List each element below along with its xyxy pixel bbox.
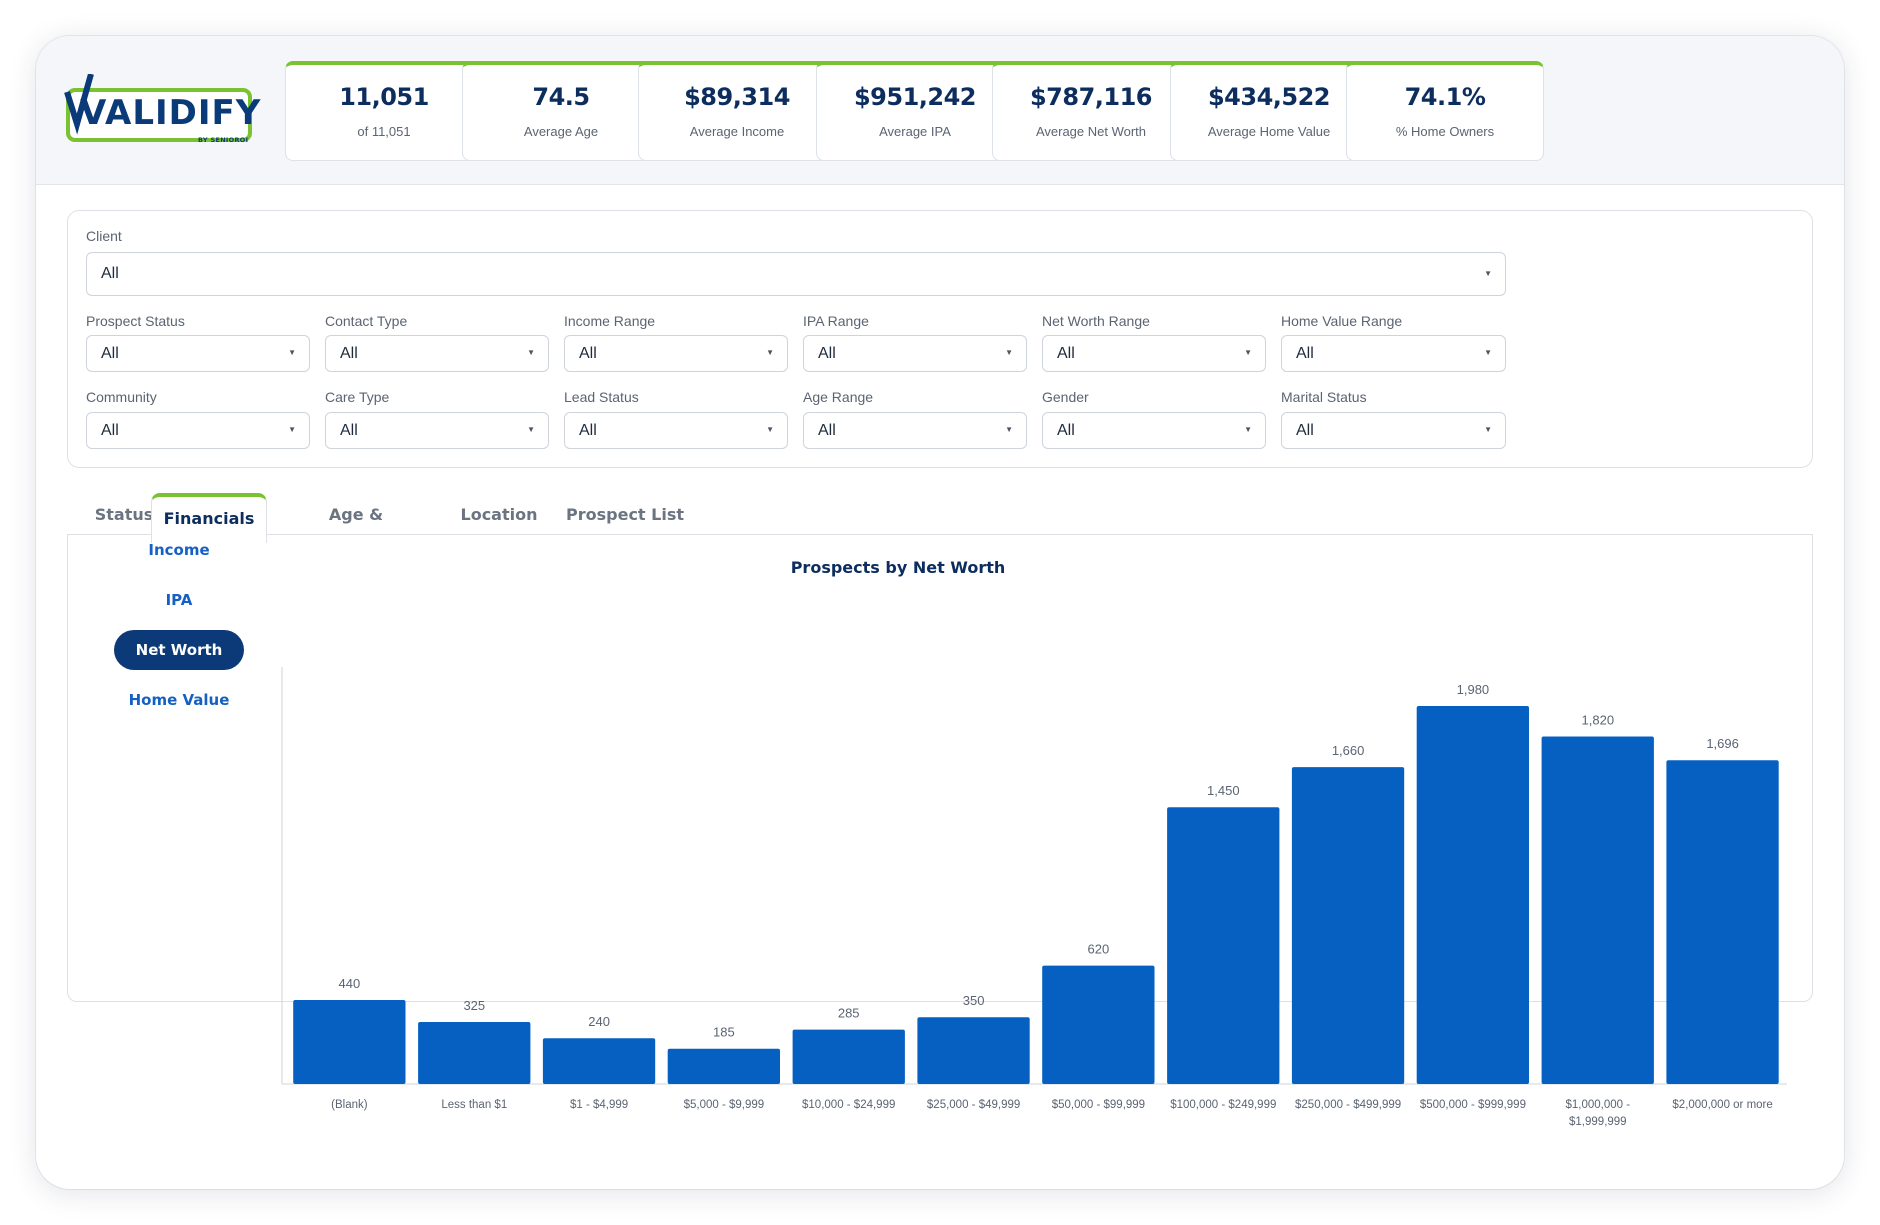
chevron-down-icon: ▼ — [1484, 425, 1492, 434]
select-value: All — [1057, 345, 1075, 362]
home-value-range-label: Home Value Range — [1281, 313, 1403, 329]
kpi-average-home-value: $434,522 Average Home Value — [1170, 61, 1368, 161]
prospect-status-label: Prospect Status — [86, 313, 185, 329]
select-value: All — [340, 345, 358, 362]
kpi-value: 74.1% — [1404, 83, 1486, 111]
community-select[interactable]: All ▼ — [86, 412, 310, 449]
ipa-range-label: IPA Range — [803, 313, 869, 329]
logo-frame — [66, 88, 252, 142]
kpi-value: 74.5 — [532, 83, 590, 111]
sidebar-item-ipa[interactable]: IPA — [165, 591, 193, 609]
header-bar: VALIDIFY BY SENIOROI 11,051 of 11,051 74… — [36, 36, 1844, 185]
financials-panel — [67, 534, 1813, 1002]
kpi-prospect-count: 11,051 of 11,051 — [285, 61, 483, 161]
chevron-down-icon: ▼ — [288, 348, 296, 357]
ipa-range-select[interactable]: All ▼ — [803, 335, 1027, 372]
logo-wordmark: VALIDIFY — [80, 93, 262, 133]
tab-status[interactable]: Status — [94, 505, 154, 524]
chevron-down-icon: ▼ — [1005, 425, 1013, 434]
tab-financials[interactable]: Financials — [151, 493, 267, 543]
select-value: All — [101, 265, 119, 282]
chevron-down-icon: ▼ — [1484, 348, 1492, 357]
kpi-label: Average IPA — [879, 124, 951, 139]
lead-status-select[interactable]: All ▼ — [564, 412, 788, 449]
chevron-down-icon: ▼ — [766, 425, 774, 434]
select-value: All — [818, 345, 836, 362]
care-type-label: Care Type — [325, 389, 390, 405]
tab-age-ownership[interactable]: Age & Ownership — [308, 505, 404, 568]
client-label: Client — [86, 228, 122, 244]
chevron-down-icon: ▼ — [527, 425, 535, 434]
client-select[interactable]: All ▼ — [86, 252, 1506, 296]
kpi-label: of 11,051 — [357, 124, 411, 139]
logo-check-icon — [64, 74, 94, 135]
kpi-value: $951,242 — [853, 83, 977, 111]
chevron-down-icon: ▼ — [1244, 348, 1252, 357]
select-value: All — [101, 345, 119, 362]
age-range-select[interactable]: All ▼ — [803, 412, 1027, 449]
kpi-label: Average Home Value — [1207, 124, 1331, 139]
tab-location[interactable]: Location — [460, 505, 538, 524]
income-range-select[interactable]: All ▼ — [564, 335, 788, 372]
prospect-status-select[interactable]: All ▼ — [86, 335, 310, 372]
net-worth-range-select[interactable]: All ▼ — [1042, 335, 1266, 372]
select-value: All — [579, 422, 597, 439]
chevron-down-icon: ▼ — [1005, 348, 1013, 357]
chevron-down-icon: ▼ — [288, 425, 296, 434]
marital-status-label: Marital Status — [1281, 389, 1367, 405]
income-range-label: Income Range — [564, 313, 656, 329]
gender-select[interactable]: All ▼ — [1042, 412, 1266, 449]
gender-label: Gender — [1042, 389, 1089, 405]
kpi-label: Average Income — [689, 124, 785, 139]
care-type-select[interactable]: All ▼ — [325, 412, 549, 449]
kpi-average-income: $89,314 Average Income — [638, 61, 836, 161]
select-value: All — [579, 345, 597, 362]
kpi-value: $434,522 — [1207, 83, 1331, 111]
kpi-average-age: 74.5 Average Age — [462, 61, 660, 161]
tab-prospect-list[interactable]: Prospect List — [566, 505, 684, 524]
community-label: Community — [86, 389, 157, 405]
kpi-label: Average Net Worth — [1035, 124, 1147, 139]
select-value: All — [101, 422, 119, 439]
kpi-home-owners: 74.1% % Home Owners — [1346, 61, 1544, 161]
chart-title: Prospects by Net Worth — [790, 558, 1006, 577]
lead-status-label: Lead Status — [564, 389, 639, 405]
select-value: All — [818, 422, 836, 439]
logo-tagline: BY SENIOROI — [198, 136, 249, 144]
kpi-label: % Home Owners — [1395, 124, 1495, 139]
sidebar-item-net-worth[interactable]: Net Worth — [114, 630, 244, 670]
kpi-average-ipa: $951,242 Average IPA — [816, 61, 1014, 161]
kpi-label: Average Age — [523, 124, 599, 139]
chevron-down-icon: ▼ — [527, 348, 535, 357]
kpi-value: $787,116 — [1029, 83, 1153, 111]
contact-type-select[interactable]: All ▼ — [325, 335, 549, 372]
select-value: All — [1057, 422, 1075, 439]
select-value: All — [1296, 422, 1314, 439]
kpi-value: $89,314 — [684, 83, 790, 111]
sidebar-item-income[interactable]: Income — [148, 541, 210, 559]
select-value: All — [1296, 345, 1314, 362]
validify-logo[interactable]: VALIDIFY BY SENIOROI — [64, 74, 260, 148]
filter-panel: Client All ▼ Prospect Status All ▼ Conta… — [67, 210, 1813, 468]
net-worth-range-label: Net Worth Range — [1042, 313, 1150, 329]
dashboard-card: VALIDIFY BY SENIOROI 11,051 of 11,051 74… — [36, 36, 1844, 1189]
home-value-range-select[interactable]: All ▼ — [1281, 335, 1506, 372]
marital-status-select[interactable]: All ▼ — [1281, 412, 1506, 449]
kpi-value: 11,051 — [339, 83, 429, 111]
sidebar-item-home-value[interactable]: Home Value — [128, 691, 230, 709]
select-value: All — [340, 422, 358, 439]
chevron-down-icon: ▼ — [1484, 269, 1492, 278]
contact-type-label: Contact Type — [325, 313, 408, 329]
chevron-down-icon: ▼ — [766, 348, 774, 357]
chevron-down-icon: ▼ — [1244, 425, 1252, 434]
kpi-average-net-worth: $787,116 Average Net Worth — [992, 61, 1190, 161]
age-range-label: Age Range — [803, 389, 874, 405]
